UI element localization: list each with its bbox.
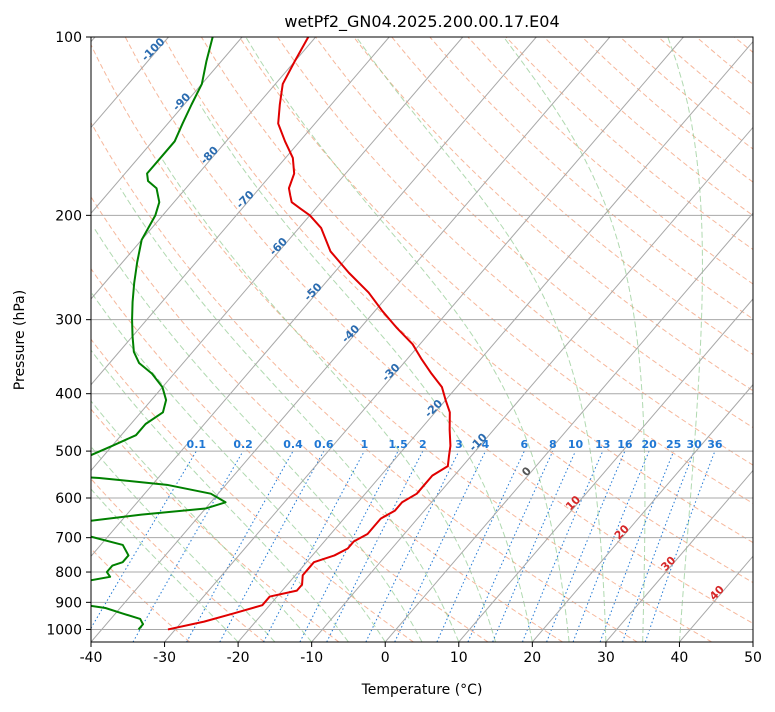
y-tick-label: 200 — [55, 208, 82, 224]
mixing-ratio-line — [599, 450, 675, 642]
moist-adiabat — [355, 37, 607, 642]
dry-adiabat — [353, 37, 753, 392]
moist-adiabat — [93, 227, 423, 642]
dry-adiabat — [200, 37, 753, 544]
mixing-ratio-label: 3 — [455, 438, 463, 451]
x-tick-label: 10 — [450, 650, 468, 666]
mixing-ratio-label: 0.2 — [233, 438, 253, 451]
x-tick-label: -10 — [300, 650, 323, 666]
isotherm-line — [164, 37, 684, 642]
dewpoint-line — [91, 37, 227, 631]
dry-adiabat — [391, 37, 753, 356]
x-tick-label: 40 — [670, 650, 688, 666]
mixing-ratio-line — [522, 450, 604, 642]
mixing-ratio-label: 0.1 — [187, 438, 207, 451]
background-lines — [91, 37, 753, 642]
mixing-ratio-line — [326, 450, 424, 642]
mixing-ratio-line — [546, 450, 626, 642]
y-tick-label: 100 — [55, 30, 82, 46]
y-tick-label: 900 — [55, 595, 82, 611]
mixing-ratio-label: 16 — [617, 438, 633, 451]
y-tick-label: 400 — [55, 387, 82, 403]
mixing-ratio-label: 13 — [595, 438, 610, 451]
x-tick-label: 30 — [597, 650, 615, 666]
moist-adiabat — [667, 37, 703, 642]
dry-adiabat — [91, 195, 563, 642]
x-tick-label: 20 — [523, 650, 541, 666]
mixing-ratio-line — [263, 450, 365, 642]
dry-adiabat — [91, 408, 340, 642]
dry-adiabat — [162, 37, 753, 584]
isotherm-line — [531, 383, 753, 642]
isotherm-line — [311, 126, 753, 642]
x-tick-label: 0 — [381, 650, 390, 666]
mixing-ratio-label: 2 — [419, 438, 427, 451]
x-tick-label: -40 — [80, 650, 103, 666]
y-tick-label: 600 — [55, 491, 82, 507]
mixing-ratio-label: 1.5 — [388, 438, 408, 451]
mixing-ratio-line — [219, 450, 325, 642]
y-tick-label: 800 — [55, 565, 82, 581]
dry-adiabat — [91, 478, 265, 642]
x-tick-label: -30 — [153, 650, 176, 666]
dry-adiabat — [124, 37, 753, 624]
mixing-ratio-label: 25 — [666, 438, 681, 451]
mixing-ratio-label: 10 — [568, 438, 584, 451]
mixing-ratio-label: 8 — [549, 438, 557, 451]
y-tick-label: 1000 — [46, 622, 82, 638]
plot-frame — [90, 36, 754, 643]
isotherm-line — [384, 212, 753, 642]
moist-adiabat — [91, 291, 386, 642]
mixing-ratio-label: 30 — [687, 438, 703, 451]
dry-adiabat — [91, 43, 713, 642]
y-axis-label: Pressure (hPa) — [12, 290, 28, 390]
mixing-ratio-label: 6 — [520, 438, 528, 451]
y-tick-label: 500 — [55, 444, 82, 460]
mixing-ratio-line — [467, 450, 554, 642]
isotherm-line — [91, 37, 243, 214]
isotherm-line — [237, 40, 753, 642]
chart-title: wetPf2_GN04.2025.200.00.17.E04 — [284, 12, 559, 32]
isotherm-line — [91, 37, 464, 472]
dry-adiabat — [91, 121, 638, 642]
y-tick-label: 300 — [55, 313, 82, 329]
grid-lines — [91, 37, 753, 642]
dry-adiabat — [239, 37, 753, 505]
axis-ticks: -40 -30 -20 -10 0 10 20 30 40 5010020030040050060… — [46, 30, 762, 666]
mixing-ratio-line — [186, 450, 294, 642]
moist-adiabat — [199, 104, 533, 642]
x-axis-label: Temperature (°C) — [361, 682, 483, 698]
isotherm-line — [605, 469, 753, 642]
isotherm-line — [91, 37, 611, 642]
moist-adiabat — [503, 37, 646, 642]
mixing-ratio-line — [572, 450, 650, 642]
moist-adiabat — [91, 349, 349, 642]
x-tick-label: -20 — [227, 650, 250, 666]
mixing-ratio-line — [622, 450, 695, 642]
mixing-ratio-label: 36 — [707, 438, 723, 451]
isotherm-line — [91, 37, 317, 300]
mixing-ratio-label: 0.6 — [314, 438, 334, 451]
isotherm-line — [458, 298, 753, 642]
mixing-ratio-label: 1 — [361, 438, 369, 451]
isotherm-line — [91, 37, 537, 557]
moist-adiabat — [119, 187, 460, 642]
mixing-ratio-label: 20 — [641, 438, 657, 451]
dry-adiabat — [277, 37, 753, 466]
isotherm-line — [91, 37, 390, 386]
series-lines — [91, 37, 452, 631]
mixing-ratio-line — [644, 450, 716, 642]
mixing-ratio-label: 4 — [482, 438, 490, 451]
mixing-ratio-label: 0.4 — [283, 438, 303, 451]
dry-adiabat — [91, 267, 489, 642]
moist-adiabat — [245, 37, 570, 642]
temperature-line — [167, 37, 452, 631]
moist-adiabat — [91, 445, 276, 642]
y-tick-label: 700 — [55, 531, 82, 547]
x-tick-label: 50 — [744, 650, 762, 666]
